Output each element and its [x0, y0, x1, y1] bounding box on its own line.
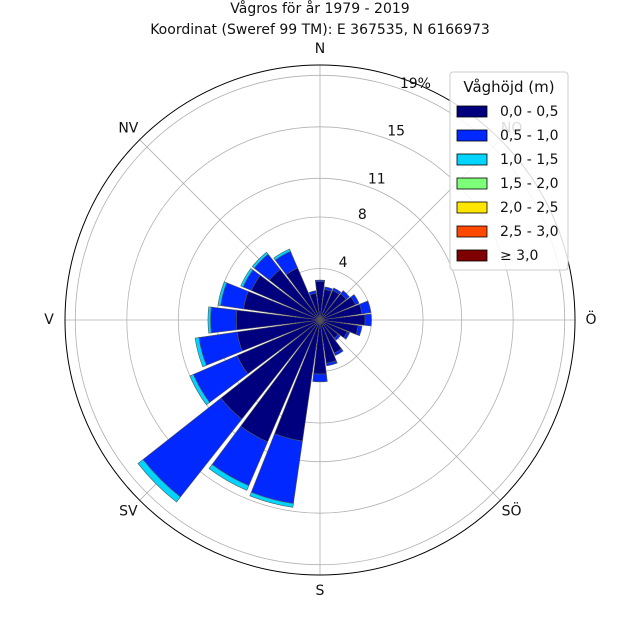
sector-45-bin-1 — [340, 290, 350, 300]
sector-150-bin-1 — [333, 348, 344, 356]
legend-swatch-4 — [456, 201, 488, 214]
legend-label-1: 0,5 - 1,0 — [500, 128, 558, 144]
sector-105-bin-1 — [355, 325, 363, 337]
direction-label-6: Ö — [585, 310, 596, 328]
sector-15-bin-1 — [324, 286, 333, 292]
grid-spoke-135 — [319, 319, 501, 501]
sector-225-bin-2 — [137, 459, 181, 503]
direction-label-3: SV — [119, 504, 138, 520]
radial-tick-3: 15 — [387, 124, 405, 140]
legend-frame — [449, 71, 569, 271]
sector-195-bin-2 — [249, 491, 294, 508]
radial-tick-0: 4 — [339, 255, 348, 271]
sector-180-bin-1 — [312, 373, 328, 383]
chart-subtitle: Koordinat (Sweref 99 TM): E 367535, N 61… — [150, 22, 490, 38]
legend: Våghöjd (m) 0,0 - 0,5 0,5 - 1,0 1,0 - 1,5 1… — [449, 71, 569, 271]
sector-90-bin-1 — [364, 313, 372, 327]
chart-title: Vågros för år 1979 - 2019 — [230, 0, 409, 17]
sector-255-bin-2 — [194, 337, 207, 368]
sector-240-bin-2 — [189, 374, 211, 406]
legend-items: 0,0 - 0,5 0,5 - 1,0 1,0 - 1,5 1,5 - 2,0 2,0 … — [456, 104, 558, 264]
sector-0-bin-1 — [314, 279, 326, 282]
sector-330-bin-2 — [273, 248, 291, 261]
sector-270-bin-1 — [210, 306, 238, 334]
radial-tick-labels: 4 8 11 15 19% — [339, 76, 431, 271]
legend-swatch-2 — [456, 153, 488, 166]
radial-tick-2: 11 — [368, 171, 386, 187]
sector-30-bin-1 — [332, 287, 342, 295]
legend-swatch-3 — [456, 177, 488, 190]
sector-75-bin-1 — [359, 300, 372, 315]
direction-label-1: NV — [118, 120, 138, 136]
legend-swatch-5 — [456, 225, 488, 238]
legend-swatch-6 — [456, 249, 488, 262]
sector-345-bin-1 — [308, 290, 317, 296]
legend-title: Våghöjd (m) — [463, 78, 554, 96]
sector-315-bin-2 — [251, 251, 269, 269]
direction-label-4: S — [316, 583, 325, 599]
direction-label-5: SÖ — [502, 502, 522, 520]
sector-120-bin-1 — [343, 331, 350, 340]
radial-tick-1: 8 — [358, 207, 367, 223]
sector-270-bin-2 — [207, 306, 212, 334]
radial-tick-4: 19% — [400, 76, 431, 92]
rose-sectors — [137, 248, 372, 508]
legend-label-2: 1,0 - 1,5 — [500, 152, 558, 168]
legend-label-0: 0,0 - 0,5 — [500, 104, 558, 120]
direction-label-2: V — [44, 312, 54, 328]
sector-300-bin-2 — [240, 267, 254, 288]
sector-135-bin-1 — [333, 333, 341, 341]
sector-165-bin-1 — [325, 360, 338, 367]
legend-label-4: 2,0 - 2,5 — [500, 200, 558, 216]
legend-swatch-1 — [456, 129, 488, 142]
legend-label-6: ≥ 3,0 — [500, 248, 538, 264]
legend-label-5: 2,5 - 3,0 — [500, 224, 558, 240]
direction-label-0: N — [315, 41, 325, 57]
legend-label-3: 1,5 - 2,0 — [500, 176, 558, 192]
sector-210-bin-2 — [208, 464, 250, 491]
legend-swatch-0 — [456, 105, 488, 118]
outer-ring — [64, 64, 576, 576]
sector-285-bin-2 — [217, 281, 228, 306]
sector-60-bin-1 — [350, 294, 360, 306]
